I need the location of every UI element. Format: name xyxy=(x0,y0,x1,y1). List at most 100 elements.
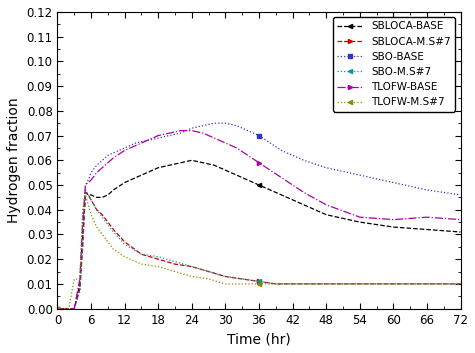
SBO-M.S#7 xyxy=(71,306,77,311)
TLOFW-M.S#7 xyxy=(60,306,66,311)
TLOFW-BASE xyxy=(105,161,111,165)
SBLOCA-M.S#7 xyxy=(357,282,362,286)
SBO-BASE xyxy=(55,306,60,311)
SBO-BASE xyxy=(105,153,111,157)
SBLOCA-M.S#7 xyxy=(189,264,195,269)
SBO-M.S#7 xyxy=(223,274,228,279)
Line: SBO-M.S#7: SBO-M.S#7 xyxy=(56,188,463,311)
TLOFW-M.S#7 xyxy=(88,213,94,217)
TLOFW-M.S#7 xyxy=(55,306,60,311)
SBO-BASE xyxy=(390,180,396,185)
TLOFW-BASE xyxy=(77,277,83,281)
TLOFW-M.S#7 xyxy=(223,282,228,286)
TLOFW-BASE xyxy=(178,128,183,133)
SBLOCA-M.S#7 xyxy=(155,257,161,261)
SBO-M.S#7 xyxy=(77,289,83,293)
SBO-BASE xyxy=(290,153,295,157)
SBO-BASE xyxy=(256,133,262,138)
SBLOCA-M.S#7 xyxy=(111,227,116,232)
SBO-BASE xyxy=(323,166,329,170)
TLOFW-M.S#7 xyxy=(172,269,178,274)
SBO-BASE xyxy=(111,151,116,155)
TLOFW-M.S#7 xyxy=(66,306,72,311)
TLOFW-M.S#7 xyxy=(256,282,262,286)
SBO-M.S#7 xyxy=(206,269,211,274)
TLOFW-BASE xyxy=(83,183,88,187)
SBO-M.S#7 xyxy=(323,282,329,286)
TLOFW-M.S#7 xyxy=(390,282,396,286)
SBLOCA-BASE xyxy=(200,161,206,165)
TLOFW-BASE xyxy=(234,146,239,150)
SBO-M.S#7 xyxy=(139,252,144,256)
SBO-M.S#7 xyxy=(66,306,72,311)
TLOFW-M.S#7 xyxy=(139,262,144,266)
SBLOCA-BASE xyxy=(167,163,172,167)
SBO-M.S#7 xyxy=(424,282,430,286)
SBO-BASE xyxy=(66,306,72,311)
TLOFW-BASE xyxy=(256,161,262,165)
SBO-M.S#7 xyxy=(55,306,60,311)
SBLOCA-BASE xyxy=(83,190,88,195)
TLOFW-M.S#7 xyxy=(290,282,295,286)
SBLOCA-M.S#7 xyxy=(239,277,245,281)
TLOFW-M.S#7 xyxy=(357,282,362,286)
SBLOCA-BASE xyxy=(66,306,72,311)
Line: TLOFW-BASE: TLOFW-BASE xyxy=(56,128,463,311)
TLOFW-BASE xyxy=(278,175,284,180)
SBO-M.S#7 xyxy=(458,282,464,286)
SBLOCA-BASE xyxy=(178,161,183,165)
TLOFW-M.S#7 xyxy=(111,247,116,251)
TLOFW-M.S#7 xyxy=(86,203,91,207)
SBO-BASE xyxy=(83,183,88,187)
TLOFW-BASE xyxy=(167,131,172,135)
TLOFW-BASE xyxy=(223,141,228,145)
X-axis label: Time (hr): Time (hr) xyxy=(227,332,291,346)
TLOFW-BASE xyxy=(86,180,91,185)
TLOFW-BASE xyxy=(301,190,307,195)
Line: TLOFW-M.S#7: TLOFW-M.S#7 xyxy=(56,193,463,311)
TLOFW-BASE xyxy=(323,203,329,207)
TLOFW-BASE xyxy=(111,156,116,160)
SBO-M.S#7 xyxy=(111,230,116,234)
SBLOCA-M.S#7 xyxy=(273,282,279,286)
TLOFW-BASE xyxy=(290,183,295,187)
TLOFW-BASE xyxy=(133,143,139,148)
TLOFW-BASE xyxy=(122,148,127,152)
TLOFW-M.S#7 xyxy=(273,282,279,286)
SBO-BASE xyxy=(60,306,66,311)
SBLOCA-M.S#7 xyxy=(390,282,396,286)
SBLOCA-BASE xyxy=(88,193,94,197)
SBO-BASE xyxy=(133,141,139,145)
SBO-BASE xyxy=(155,136,161,140)
SBO-BASE xyxy=(424,188,430,192)
SBO-BASE xyxy=(99,158,105,162)
Line: SBLOCA-BASE: SBLOCA-BASE xyxy=(56,158,463,311)
SBLOCA-M.S#7 xyxy=(71,306,77,311)
TLOFW-M.S#7 xyxy=(155,264,161,269)
SBLOCA-BASE xyxy=(105,193,111,197)
Line: SBLOCA-M.S#7: SBLOCA-M.S#7 xyxy=(56,190,463,311)
SBLOCA-BASE xyxy=(99,195,105,199)
TLOFW-BASE xyxy=(71,306,77,311)
SBLOCA-BASE xyxy=(80,232,86,237)
SBLOCA-BASE xyxy=(278,193,284,197)
SBO-BASE xyxy=(80,220,86,224)
SBO-M.S#7 xyxy=(122,242,127,246)
SBLOCA-BASE xyxy=(256,183,262,187)
TLOFW-BASE xyxy=(267,168,273,172)
SBLOCA-M.S#7 xyxy=(55,306,60,311)
TLOFW-M.S#7 xyxy=(239,282,245,286)
SBLOCA-M.S#7 xyxy=(80,245,86,249)
SBLOCA-BASE xyxy=(155,166,161,170)
TLOFW-BASE xyxy=(458,217,464,222)
SBO-BASE xyxy=(178,131,183,135)
SBLOCA-M.S#7 xyxy=(60,306,66,311)
SBO-BASE xyxy=(71,306,77,311)
SBO-M.S#7 xyxy=(94,208,100,212)
SBLOCA-BASE xyxy=(55,306,60,311)
SBO-M.S#7 xyxy=(290,282,295,286)
SBLOCA-BASE xyxy=(424,227,430,232)
SBLOCA-M.S#7 xyxy=(86,193,91,197)
SBLOCA-M.S#7 xyxy=(206,269,211,274)
SBO-BASE xyxy=(144,138,150,143)
